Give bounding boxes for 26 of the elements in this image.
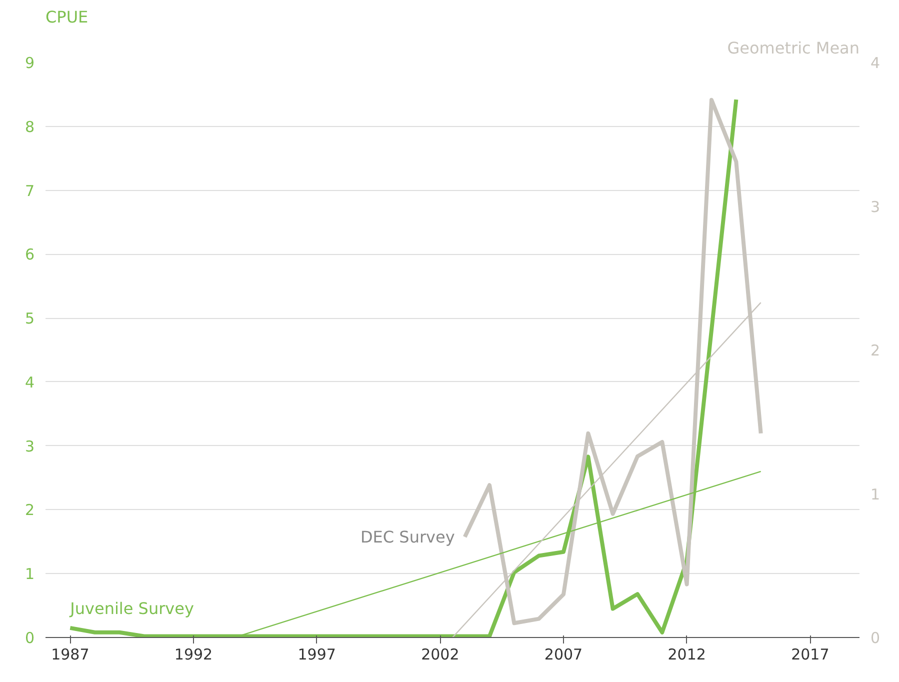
y-tick-label: 9 xyxy=(24,54,35,72)
y2-tick-label: 3 xyxy=(870,198,880,216)
y-tick-label: 0 xyxy=(24,629,35,647)
x-tick-label: 1992 xyxy=(174,646,213,664)
x-tick-label: 2002 xyxy=(421,646,460,664)
y2-tick-label: 4 xyxy=(870,54,880,72)
y-tick-label: 5 xyxy=(24,310,35,328)
y-tick-label: 2 xyxy=(24,501,35,520)
y-tick-label: 1 xyxy=(24,565,35,584)
series-label: Juvenile Survey xyxy=(69,598,194,618)
x-tick-label: 2017 xyxy=(791,646,830,664)
y2-tick-label: 1 xyxy=(870,485,880,504)
y2-axis-title: Geometric Mean xyxy=(727,38,860,58)
y2-tick-label: 2 xyxy=(870,342,880,360)
y-tick-label: 6 xyxy=(24,246,35,264)
x-tick-label: 1987 xyxy=(51,646,90,664)
x-tick-label: 2012 xyxy=(668,646,706,664)
y-tick-label: 3 xyxy=(24,437,35,456)
y-tick-label: 4 xyxy=(24,373,35,392)
y2-tick-label: 0 xyxy=(870,629,880,647)
x-tick-label: 1997 xyxy=(298,646,336,664)
x-tick-label: 2007 xyxy=(544,646,583,664)
series-label: DEC Survey xyxy=(360,527,455,546)
y-tick-label: 7 xyxy=(24,182,35,200)
y-tick-label: 8 xyxy=(24,118,35,136)
y-axis-title: CPUE xyxy=(46,8,88,26)
